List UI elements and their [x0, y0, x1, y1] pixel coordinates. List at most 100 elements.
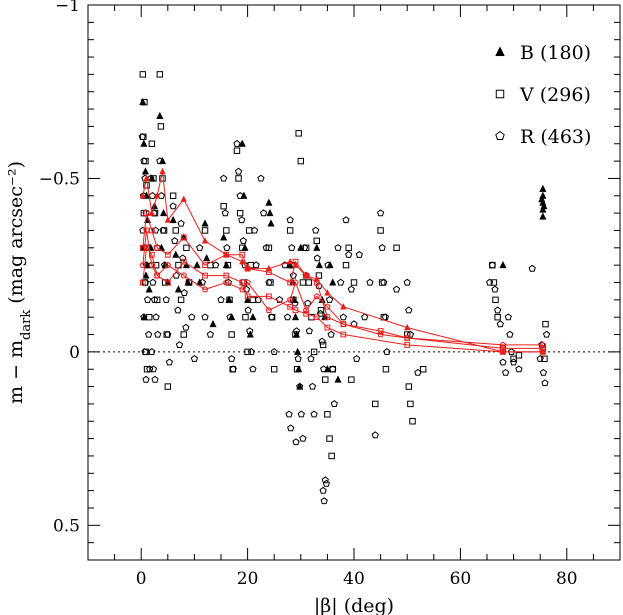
x-axis-title: |β| (deg)	[314, 595, 394, 615]
data-point	[148, 348, 156, 355]
data-point	[201, 313, 209, 321]
red-median-point	[148, 251, 155, 258]
data-point	[292, 438, 300, 446]
y-axis-title-part: (mag arcsec⁻²)	[5, 161, 27, 310]
data-point	[319, 341, 327, 349]
data-point	[266, 208, 274, 217]
red-median-point	[180, 272, 188, 279]
data-point	[243, 295, 252, 303]
data-point	[339, 313, 347, 321]
red-median-point	[164, 216, 172, 223]
data-point	[506, 330, 514, 338]
data-point	[156, 111, 164, 120]
data-point	[328, 452, 335, 460]
legend: B (180) V (296) R (463)	[495, 42, 591, 148]
data-point	[242, 313, 249, 321]
data-point	[234, 167, 243, 175]
red-median-point	[303, 310, 309, 317]
data-point	[315, 272, 323, 279]
red-median-lines	[139, 167, 547, 355]
data-point	[172, 227, 179, 234]
data-point	[233, 139, 241, 147]
data-point	[304, 299, 312, 307]
data-point	[235, 175, 242, 182]
data-point	[147, 174, 155, 182]
data-point	[150, 296, 159, 303]
red-median-point	[287, 303, 294, 310]
x-tick-label: 20	[237, 569, 259, 589]
red-median-point	[148, 209, 156, 216]
data-point	[409, 418, 416, 425]
red-median-point	[313, 275, 320, 282]
data-point	[172, 271, 180, 279]
x-tick-label: 40	[343, 569, 365, 589]
data-point	[403, 331, 411, 338]
data-point	[265, 278, 273, 286]
data-point	[322, 479, 330, 487]
scatter-series	[138, 71, 551, 505]
data-point	[265, 198, 273, 206]
data-point	[536, 354, 544, 362]
data-point	[233, 147, 241, 154]
data-point	[286, 216, 294, 224]
data-point	[220, 202, 227, 210]
red-median-point	[340, 320, 347, 327]
data-point	[499, 358, 507, 366]
data-point	[142, 375, 150, 383]
data-point	[146, 365, 154, 373]
data-point	[262, 243, 270, 251]
red-median-point	[313, 314, 320, 321]
data-point	[321, 476, 329, 484]
data-point	[223, 243, 231, 251]
red-median-point	[324, 324, 331, 331]
data-point	[486, 278, 494, 286]
data-point	[342, 216, 350, 224]
data-point	[330, 400, 338, 407]
data-point	[138, 132, 146, 140]
red-median-point	[403, 323, 411, 331]
y-axis-title-part: m − m	[5, 340, 27, 404]
data-point	[172, 250, 180, 258]
red-median-point	[223, 279, 230, 286]
red-median-point	[239, 279, 246, 286]
data-point	[539, 212, 547, 220]
data-point	[353, 354, 361, 362]
data-point	[206, 330, 214, 338]
data-point	[257, 174, 265, 182]
x-tick-label: 60	[450, 569, 472, 589]
data-point	[492, 296, 499, 304]
data-point	[294, 347, 302, 355]
y-tick-label: −1	[55, 0, 80, 16]
data-point	[361, 313, 369, 321]
data-point	[142, 271, 150, 279]
data-point	[228, 331, 235, 338]
data-point	[156, 157, 164, 165]
data-point	[148, 140, 156, 147]
data-point	[143, 296, 152, 303]
y-tick-label: 0	[69, 343, 80, 363]
data-point	[169, 192, 177, 200]
red-median-point	[143, 174, 150, 182]
data-point	[236, 209, 244, 217]
red-median-point	[139, 191, 146, 199]
data-point	[190, 354, 199, 362]
red-median-point	[164, 251, 171, 258]
data-point	[254, 296, 262, 303]
data-point	[196, 243, 204, 251]
data-point	[313, 243, 321, 251]
legend-marker	[495, 46, 505, 57]
data-point	[175, 341, 184, 349]
red-median-point	[202, 272, 208, 279]
data-point	[220, 233, 228, 241]
red-median-point	[292, 279, 299, 286]
data-point	[247, 261, 255, 269]
data-point	[329, 278, 337, 286]
data-point	[376, 209, 385, 217]
data-point	[288, 243, 296, 251]
data-point	[149, 278, 157, 286]
red-median-point	[404, 342, 411, 348]
data-point	[165, 358, 174, 366]
data-point	[293, 365, 301, 373]
y-tick-label: −0.5	[39, 169, 80, 189]
data-point	[171, 237, 179, 244]
